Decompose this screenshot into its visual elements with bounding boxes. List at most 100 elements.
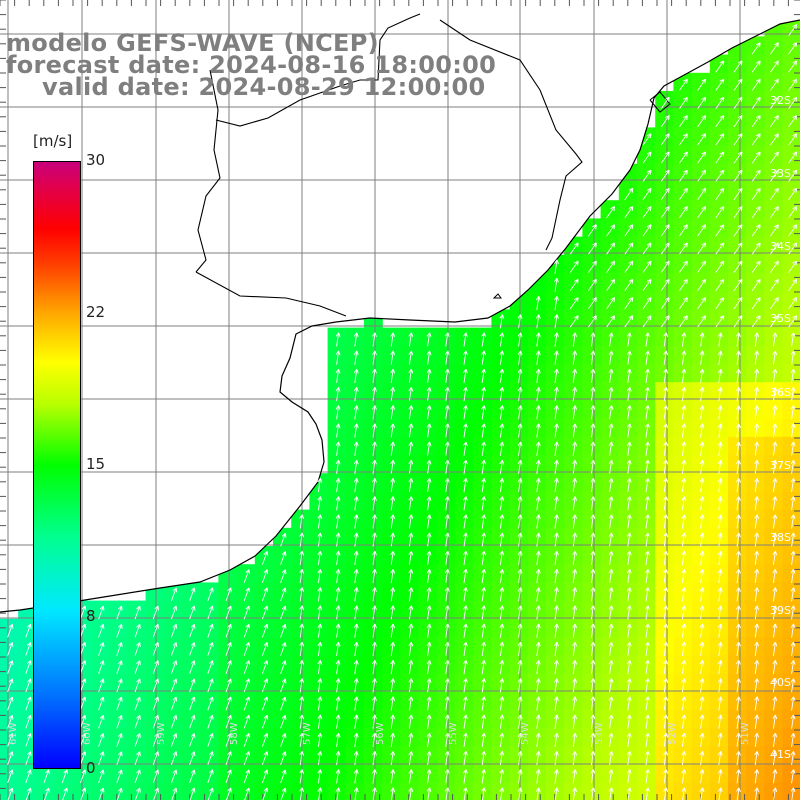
wind-speed-cell — [382, 637, 401, 656]
wind-speed-cell — [291, 709, 310, 729]
wind-speed-cell — [746, 345, 765, 365]
wind-arrow — [353, 350, 359, 365]
wind-speed-cell — [673, 728, 693, 747]
wind-speed-cell — [163, 746, 183, 765]
wind-speed-cell — [618, 473, 638, 492]
wind-arrow — [751, 315, 761, 328]
wind-arrow — [554, 787, 559, 800]
wind-arrow — [116, 623, 123, 638]
wind-arrow — [733, 315, 743, 328]
wind-speed-cell — [673, 163, 693, 183]
wind-arrow — [116, 642, 123, 656]
wind-speed-cell — [309, 764, 329, 784]
wind-speed-cell — [764, 273, 784, 292]
wind-speed-cell — [728, 236, 747, 256]
wind-arrow — [645, 587, 650, 602]
wind-speed-cell — [145, 673, 165, 693]
wind-speed-cell — [637, 145, 656, 165]
wind-speed-cell — [400, 491, 420, 511]
wind-speed-cell — [782, 382, 800, 401]
wind-arrow — [790, 368, 796, 383]
wind-speed-cell — [418, 546, 438, 565]
wind-arrow — [517, 332, 523, 347]
wind-speed-cell — [182, 746, 201, 765]
wind-arrow — [554, 314, 559, 329]
wind-speed-cell — [236, 709, 256, 729]
wind-speed-cell — [36, 764, 56, 784]
wind-speed-cell — [582, 709, 602, 729]
wind-arrow — [645, 368, 650, 383]
wind-arrow — [499, 350, 505, 365]
wind-speed-cell — [254, 600, 274, 620]
wind-speed-cell — [236, 600, 256, 620]
wind-arrow — [645, 605, 650, 620]
wind-arrow — [517, 478, 523, 493]
wind-arrow — [590, 769, 596, 784]
wind-speed-cell — [327, 509, 347, 529]
wind-arrow — [444, 496, 450, 511]
wind-arrow — [280, 751, 287, 765]
wind-arrow — [715, 242, 725, 255]
wind-arrow — [717, 641, 723, 656]
wind-speed-cell — [673, 473, 693, 492]
wind-arrow — [517, 441, 523, 456]
wind-arrow — [772, 405, 778, 420]
wind-arrow — [170, 678, 178, 693]
wind-arrow — [225, 751, 232, 765]
wind-speed-cell — [691, 364, 711, 383]
wind-arrow — [335, 532, 341, 547]
wind-speed-cell — [691, 109, 711, 128]
wind-arrow — [499, 459, 505, 474]
wind-speed-cell — [291, 655, 310, 674]
wind-arrow — [481, 605, 487, 620]
wind-speed-cell — [600, 600, 620, 620]
wind-arrow — [444, 332, 450, 347]
wind-speed-cell — [618, 673, 638, 693]
lon-label-51w: 51W — [740, 722, 751, 745]
wind-speed-cell — [418, 509, 438, 529]
wind-speed-cell — [673, 546, 693, 565]
wind-arrow — [261, 751, 269, 765]
wind-arrow — [25, 751, 32, 765]
wind-speed-cell — [746, 509, 765, 529]
wind-speed-cell — [236, 691, 256, 711]
wind-speed-cell — [582, 364, 602, 383]
wind-arrow — [681, 787, 687, 800]
wind-speed-cell — [618, 418, 638, 438]
wind-arrow — [353, 496, 359, 511]
wind-speed-cell — [637, 200, 656, 219]
wind-arrow — [79, 605, 87, 620]
wind-arrow — [499, 405, 505, 420]
wind-speed-cell — [109, 637, 128, 656]
wind-speed-cell — [582, 673, 602, 693]
wind-arrow — [481, 569, 487, 584]
wind-arrow — [626, 696, 632, 711]
wind-speed-cell — [546, 455, 565, 474]
wind-speed-cell — [673, 418, 693, 438]
wind-arrow — [481, 641, 487, 656]
wind-speed-cell — [728, 163, 747, 183]
wind-arrow — [390, 696, 396, 711]
wind-speed-cell — [218, 764, 238, 784]
wind-speed-cell — [546, 582, 565, 602]
wind-speed-cell — [436, 618, 456, 638]
wind-arrow — [606, 206, 616, 219]
wind-arrow — [353, 769, 359, 784]
wind-arrow — [572, 660, 578, 675]
wind-speed-cell — [764, 473, 784, 492]
wind-speed-cell — [418, 582, 438, 602]
wind-speed-cell — [655, 455, 674, 474]
wind-arrow — [590, 405, 596, 420]
wind-arrow — [663, 714, 669, 729]
wind-arrow — [535, 314, 541, 329]
wind-arrow — [353, 368, 359, 383]
wind-arrow — [98, 642, 105, 656]
wind-speed-cell — [764, 54, 784, 74]
wind-arrow — [189, 787, 196, 800]
wind-arrow — [481, 660, 487, 675]
wind-arrow — [660, 169, 670, 182]
wind-arrow — [79, 696, 87, 711]
wind-arrow — [299, 569, 305, 584]
wind-speed-cell — [764, 746, 784, 765]
wind-speed-cell — [327, 345, 347, 365]
